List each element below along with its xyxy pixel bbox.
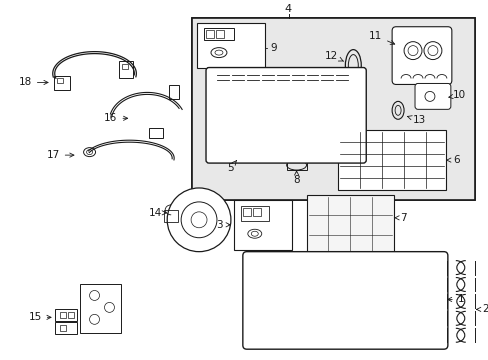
- Bar: [274, 142, 294, 156]
- Text: 15: 15: [28, 312, 51, 322]
- Bar: [55, 322, 77, 334]
- Bar: [54, 76, 69, 90]
- Bar: [302, 142, 322, 156]
- Text: 6: 6: [446, 155, 459, 165]
- Bar: [180, 202, 188, 210]
- Bar: [149, 128, 163, 138]
- Circle shape: [167, 188, 230, 252]
- Bar: [122, 64, 128, 68]
- Bar: [205, 30, 214, 38]
- Text: 7: 7: [394, 213, 406, 223]
- FancyBboxPatch shape: [243, 252, 447, 349]
- Bar: [169, 85, 179, 99]
- Bar: [192, 18, 474, 200]
- Bar: [233, 200, 291, 250]
- Bar: [401, 303, 415, 321]
- Bar: [177, 198, 206, 236]
- Bar: [214, 140, 358, 158]
- FancyBboxPatch shape: [414, 84, 450, 109]
- Bar: [241, 206, 268, 221]
- Bar: [286, 160, 306, 170]
- Bar: [386, 262, 403, 275]
- Bar: [360, 262, 377, 275]
- Bar: [57, 78, 62, 84]
- Bar: [282, 262, 300, 275]
- Text: 2: 2: [476, 305, 488, 314]
- Text: 11: 11: [368, 31, 394, 44]
- Text: 10: 10: [448, 90, 465, 100]
- Bar: [203, 28, 233, 40]
- Text: 4: 4: [284, 4, 291, 14]
- Text: 18: 18: [19, 77, 48, 87]
- Text: 1: 1: [447, 294, 464, 305]
- Bar: [60, 312, 65, 318]
- Bar: [306, 195, 393, 257]
- Bar: [411, 262, 429, 275]
- Text: 8: 8: [293, 171, 299, 185]
- Bar: [246, 142, 266, 156]
- Text: 17: 17: [46, 150, 74, 160]
- Bar: [55, 309, 77, 321]
- Text: 14: 14: [149, 208, 166, 218]
- Bar: [60, 325, 65, 331]
- Text: 12: 12: [325, 51, 343, 61]
- Bar: [192, 18, 474, 200]
- Bar: [419, 303, 433, 321]
- FancyBboxPatch shape: [391, 27, 451, 85]
- Bar: [338, 130, 445, 190]
- Bar: [243, 208, 250, 216]
- Bar: [219, 142, 238, 156]
- Bar: [197, 23, 264, 68]
- Bar: [67, 312, 74, 318]
- Bar: [334, 262, 351, 275]
- Text: 3: 3: [216, 220, 230, 230]
- FancyBboxPatch shape: [205, 68, 366, 163]
- Bar: [180, 218, 188, 226]
- Bar: [164, 210, 178, 222]
- Bar: [119, 60, 133, 78]
- Text: 9: 9: [270, 42, 277, 53]
- Bar: [80, 284, 121, 333]
- Bar: [216, 30, 224, 38]
- Text: 16: 16: [104, 113, 127, 123]
- Bar: [256, 262, 274, 275]
- Bar: [330, 142, 349, 156]
- Text: 13: 13: [407, 115, 426, 125]
- Bar: [308, 262, 326, 275]
- Bar: [252, 208, 260, 216]
- Text: 5: 5: [226, 161, 236, 173]
- Bar: [384, 303, 397, 321]
